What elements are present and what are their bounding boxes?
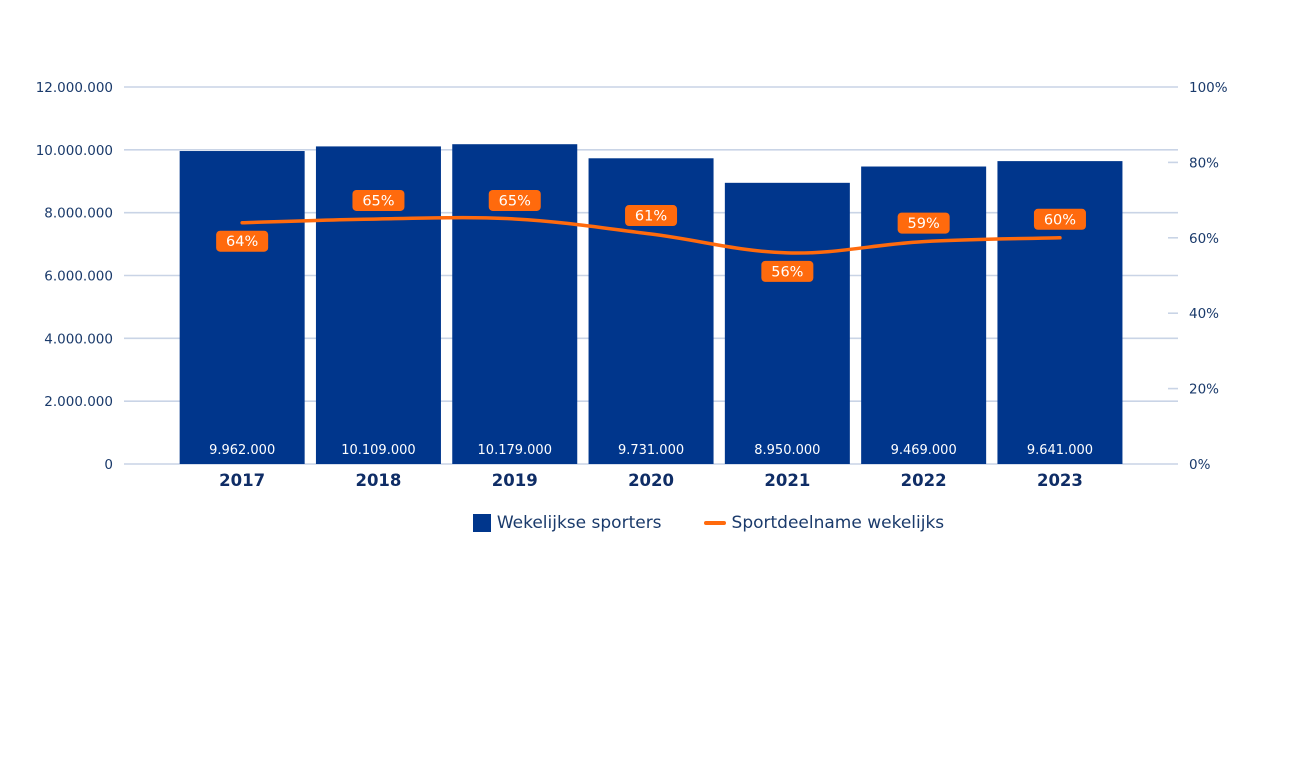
line-layer [240, 215, 1062, 255]
x-tick-label: 2019 [492, 471, 538, 490]
line-value-label: 60% [1044, 212, 1076, 228]
y-tick-label: 10.000.000 [36, 143, 113, 159]
labels-layer: 9.962.000 10.109.000 10.179.000 9.731.000 8.… [209, 189, 1093, 458]
line-value-badge [761, 260, 814, 282]
x-tick-label: 2020 [628, 471, 674, 490]
bar [179, 151, 305, 464]
line-value-label: 65% [362, 193, 394, 209]
legend-swatch-line [703, 521, 726, 525]
bar-value-label: 9.469.000 [891, 443, 957, 458]
x-tick-label: 2018 [355, 471, 401, 490]
legend-label-bars: Wekelijkse sporters [496, 513, 662, 533]
y-tick-label: 8.000.000 [44, 206, 113, 222]
line-value-badge [897, 212, 950, 234]
y-tick-label: 0 [104, 457, 113, 473]
line-value-label: 56% [771, 264, 803, 280]
bar-value-label: 8.950.000 [754, 443, 820, 458]
legend-item-line[interactable]: Sportdeelname wekelijks [703, 513, 945, 533]
bar [588, 158, 714, 464]
bar-value-label: 9.962.000 [209, 443, 275, 458]
legend-swatch-bars [472, 514, 491, 532]
line-value-label: 64% [226, 234, 258, 250]
y-tick-label: 4.000.000 [44, 331, 113, 347]
bar-value-label: 10.179.000 [478, 443, 552, 458]
line-value-label: 59% [908, 216, 940, 232]
line-value-badge [1033, 208, 1086, 230]
bar-value-label: 9.641.000 [1027, 443, 1093, 458]
bar-value-label: 10.109.000 [341, 443, 415, 458]
bars-layer [179, 144, 1123, 465]
y2-tick-label: 40% [1189, 306, 1219, 322]
line-value-badge [625, 205, 678, 227]
line-value-badge [352, 189, 405, 211]
y2-tick-label: 20% [1189, 382, 1219, 398]
x-tick-label: 2021 [764, 471, 810, 490]
legend-label-line: Sportdeelname wekelijks [731, 513, 945, 533]
legend-item-bars[interactable]: Wekelijkse sporters [472, 513, 662, 533]
y2-tick-label: 0% [1189, 457, 1211, 473]
y2-tick-label: 100% [1189, 80, 1228, 96]
bar [997, 161, 1123, 464]
line-value-badge [488, 189, 541, 211]
bar [861, 166, 987, 465]
series-line [240, 215, 1062, 255]
bar [724, 182, 850, 464]
y2-tick-label: 60% [1189, 231, 1219, 247]
line-value-badge [216, 230, 269, 252]
legend: Wekelijkse sporters Sportdeelname wekeli… [0, 513, 1291, 533]
line-value-label: 61% [635, 209, 667, 225]
x-tick-label: 2017 [219, 471, 265, 490]
line-value-label: 65% [499, 193, 531, 209]
y-tick-label: 12.000.000 [36, 80, 113, 96]
bar-value-label: 9.731.000 [618, 443, 684, 458]
x-tick-label: 2022 [901, 471, 947, 490]
y-tick-label: 2.000.000 [44, 394, 113, 410]
y-tick-label: 6.000.000 [44, 269, 113, 285]
x-tick-label: 2023 [1037, 471, 1083, 490]
axis-layer: 0 2.000.000 4.000.000 6.000.000 8.000.000 10.… [36, 80, 1228, 490]
y2-tick-label: 80% [1189, 155, 1219, 171]
